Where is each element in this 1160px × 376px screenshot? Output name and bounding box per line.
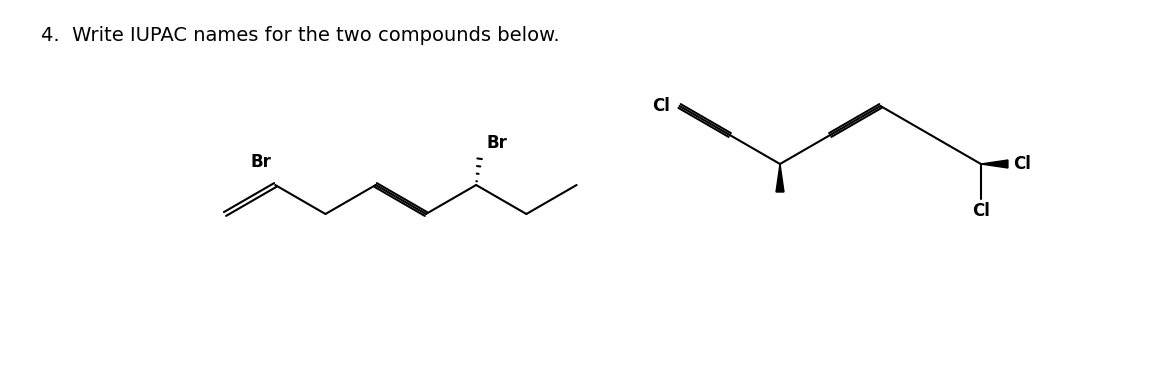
Polygon shape (981, 160, 1008, 168)
Text: 4.  Write IUPAC names for the two compounds below.: 4. Write IUPAC names for the two compoun… (41, 26, 559, 45)
Text: Br: Br (251, 153, 271, 171)
Text: Cl: Cl (1013, 155, 1031, 173)
Polygon shape (776, 164, 784, 192)
Text: Cl: Cl (972, 202, 989, 220)
Text: Cl: Cl (652, 97, 669, 115)
Text: Br: Br (486, 134, 507, 152)
